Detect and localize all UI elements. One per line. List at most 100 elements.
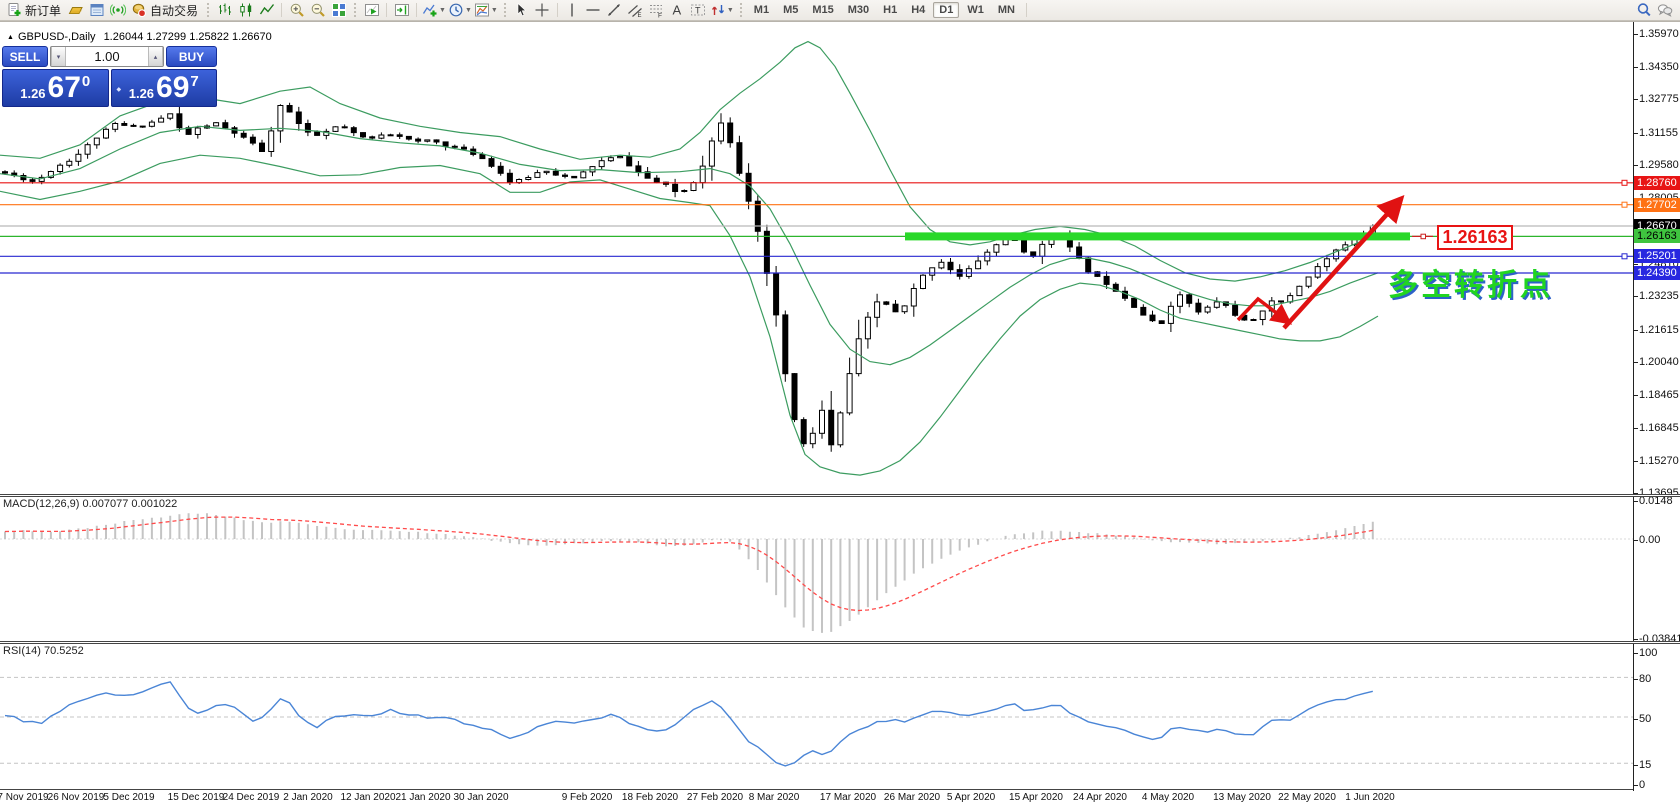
candles — [2, 102, 1376, 452]
date-label: 26 Mar 2020 — [883, 792, 941, 803]
date-label: 1 Jun 2020 — [1345, 792, 1395, 803]
axis-tick-label: 1.31155 — [1634, 127, 1678, 140]
signals-button[interactable] — [108, 1, 127, 19]
timeframe-mn-button[interactable]: MN — [997, 4, 1015, 16]
arrows-tool-button[interactable]: ▼ — [710, 1, 734, 19]
buy-price-button[interactable]: ◆ 1.26 69 7 — [110, 69, 217, 107]
date-label: 27 Feb 2020 — [686, 792, 744, 803]
price-axis[interactable]: 1.359701.343501.327751.311551.295801.280… — [1633, 22, 1680, 791]
data-window-button[interactable] — [87, 1, 106, 19]
timeframe-h1-button[interactable]: H1 — [883, 4, 898, 16]
date-label: 24 Dec 2019 — [222, 792, 280, 803]
sell-button[interactable]: SELL — [2, 46, 48, 67]
horizontal-line-tool-button[interactable] — [584, 1, 603, 19]
chat-icon[interactable] — [1655, 1, 1674, 19]
turning-point-annotation[interactable]: 多空转折点 — [1388, 269, 1553, 302]
text-tool-button[interactable]: A — [668, 1, 687, 19]
text-label-tool-button[interactable]: T — [689, 1, 708, 19]
indicators-list-button[interactable]: ▼ — [422, 1, 446, 19]
buy-price-pip: 7 — [190, 72, 199, 90]
symbol-period-label: GBPUSD-,Daily — [17, 31, 96, 43]
svg-text:F: F — [658, 13, 662, 19]
price-marker-label: 1.28760 — [1634, 175, 1680, 190]
zoom-out-button[interactable] — [308, 1, 327, 19]
date-label: 17 Mar 2020 — [819, 792, 877, 803]
auto-scroll-button[interactable] — [362, 1, 381, 19]
market-watch-button[interactable] — [66, 1, 85, 19]
price-marker-label: 1.26163 — [1634, 229, 1680, 244]
rsi-label: RSI(14) 70.5252 — [3, 645, 84, 657]
rsi-canvas — [0, 676, 1633, 767]
volume-input[interactable] — [66, 47, 148, 66]
sell-price-button[interactable]: 1.26 67 0 — [2, 69, 109, 107]
window-icon: ▲ — [7, 34, 14, 41]
main-chart-panel[interactable]: ▲ GBPUSD-,Daily 1.26044 1.27299 1.25822 1.… — [0, 22, 1680, 494]
new-order-label[interactable]: 新订单 — [25, 3, 62, 18]
axis-tick-label: 0.00 — [1634, 534, 1660, 547]
timeframe-m15-button[interactable]: M15 — [812, 4, 834, 16]
bollinger-bands — [0, 40, 1379, 476]
buy-button[interactable]: BUY — [166, 46, 217, 67]
rsi-panel[interactable]: RSI(14) 70.5252 — [0, 644, 1680, 789]
bar-chart-mode-button[interactable] — [215, 1, 234, 19]
fibonacci-tool-button[interactable]: F — [647, 1, 666, 19]
timeframe-m1-button[interactable]: M1 — [753, 4, 770, 16]
timeframe-d1-button[interactable]: D1 — [933, 2, 960, 18]
crosshair-tool-button[interactable] — [533, 1, 552, 19]
date-axis[interactable]: 7 Nov 2019 26 Nov 2019 5 Dec 2019 15 Dec 20… — [0, 789, 1680, 806]
main-toolbar: 新订单 自动交易 ▼ ▼ ▼ E F A T ▼ M1 M5 M15 M30 H1 H4 D1 W1 MN — [0, 0, 1680, 21]
price-marker-label: 1.25201 — [1634, 249, 1680, 264]
axis-tick-label: 0.0148 — [1634, 495, 1673, 508]
volume-decrease-button[interactable]: ▾ — [51, 47, 66, 66]
new-order-button[interactable] — [4, 1, 23, 19]
date-label: 12 Jan 2020 — [340, 792, 396, 803]
zoom-in-button[interactable] — [287, 1, 306, 19]
templates-button[interactable]: ▼ — [474, 1, 498, 19]
date-label: 30 Jan 2020 — [453, 792, 509, 803]
volume-increase-button[interactable]: ▴ — [148, 47, 163, 66]
tile-windows-button[interactable] — [329, 1, 348, 19]
date-label: 5 Dec 2019 — [103, 792, 155, 803]
trade-prices-row: 1.26 67 0 ◆ 1.26 69 7 — [2, 69, 217, 107]
equidistant-channel-tool-button[interactable]: E — [626, 1, 645, 19]
axis-tick-label: 1.23235 — [1634, 290, 1679, 303]
buy-price-prefix: 1.26 — [128, 85, 155, 101]
cursor-tool-button[interactable] — [512, 1, 531, 19]
price-level-callout[interactable]: 1.26163 — [1437, 225, 1513, 250]
trend-line-tool-button[interactable] — [605, 1, 624, 19]
panel-separator[interactable] — [0, 494, 1680, 497]
chart-shift-button[interactable] — [392, 1, 411, 19]
timeframe-m30-button[interactable]: M30 — [847, 4, 870, 16]
axis-tick-label: 15 — [1634, 759, 1651, 772]
support-band-object[interactable] — [905, 232, 1433, 241]
vertical-line-tool-button[interactable] — [563, 1, 582, 19]
timeframe-m5-button[interactable]: M5 — [783, 4, 799, 16]
axis-tick-label: 50 — [1634, 713, 1651, 726]
macd-label: MACD(12,26,9) 0.007077 0.001022 — [3, 498, 178, 510]
date-label: 9 Feb 2020 — [561, 792, 613, 803]
main-chart-canvas[interactable] — [0, 22, 1633, 494]
date-label: 18 Feb 2020 — [621, 792, 679, 803]
svg-text:A: A — [673, 3, 682, 18]
search-icon[interactable] — [1634, 1, 1653, 19]
axis-tick-label: 1.29580 — [1634, 159, 1679, 172]
spread-marker-icon: ◆ — [116, 87, 122, 93]
periods-button[interactable]: ▼ — [448, 1, 472, 19]
date-label: 2 Jan 2020 — [283, 792, 333, 803]
timeframe-h4-button[interactable]: H4 — [911, 4, 926, 16]
horizontal-line-objects[interactable] — [0, 179, 1633, 274]
candlestick-chart-mode-button[interactable] — [236, 1, 255, 19]
sell-price-big: 67 — [47, 71, 81, 104]
svg-text:E: E — [638, 13, 642, 18]
auto-trading-button[interactable] — [129, 1, 148, 19]
trend-arrow-object[interactable] — [1236, 194, 1405, 330]
panel-separator[interactable] — [0, 641, 1680, 644]
line-chart-mode-button[interactable] — [257, 1, 276, 19]
axis-tick-label: 1.21615 — [1634, 324, 1679, 337]
timeframe-w1-button[interactable]: W1 — [967, 4, 984, 16]
macd-panel[interactable]: MACD(12,26,9) 0.007077 0.001022 — [0, 497, 1680, 641]
auto-trading-label[interactable]: 自动交易 — [150, 3, 199, 18]
buy-price-big: 69 — [156, 71, 190, 104]
axis-tick-label: 0 — [1634, 779, 1645, 792]
date-label: 4 May 2020 — [1141, 792, 1195, 803]
